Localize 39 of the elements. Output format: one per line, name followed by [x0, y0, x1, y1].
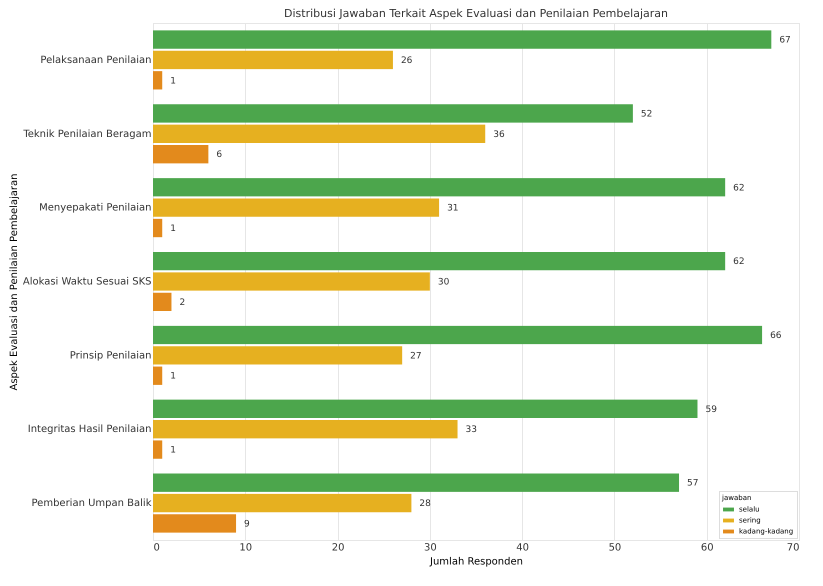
- data-label: 1: [170, 372, 176, 382]
- x-tick-label: 10: [239, 542, 252, 554]
- chart-title: Distribusi Jawaban Terkait Aspek Evaluasi dan Penilaian Pembelajaran: [284, 7, 668, 20]
- y-tick-label: Menyepakati Penilaian: [39, 202, 152, 214]
- y-tick-label: Alokasi Waktu Sesuai SKS: [22, 276, 152, 288]
- data-label: 26: [400, 56, 413, 66]
- data-label: 27: [410, 351, 422, 362]
- data-label: 28: [419, 499, 432, 510]
- data-label: 52: [640, 109, 652, 120]
- data-label: 33: [466, 425, 477, 436]
- x-tick-label: 30: [424, 542, 437, 554]
- data-label: 59: [705, 404, 718, 415]
- y-axis-title: Aspek Evaluasi dan Penilaian Pembelajaran: [8, 173, 20, 391]
- data-label: 31: [447, 204, 459, 214]
- y-tick-label: Pemberian Umpan Balik: [32, 498, 152, 510]
- data-label: 66: [770, 330, 782, 341]
- x-tick-label: 0: [154, 542, 160, 554]
- data-label: 1: [170, 76, 176, 86]
- x-tick-label: 20: [332, 542, 344, 554]
- y-tick-label: Integritas Hasil Penilaian: [28, 424, 152, 436]
- data-label: 67: [779, 36, 791, 46]
- data-label: 36: [493, 130, 505, 140]
- data-label: 62: [733, 183, 745, 194]
- x-tick-label: 50: [608, 542, 622, 554]
- data-label: 9: [244, 519, 250, 530]
- data-label: 57: [687, 478, 698, 489]
- x-axis-title: Jumlah Responden: [429, 556, 523, 568]
- x-tick-label: 60: [700, 542, 714, 554]
- x-tick-label: 70: [786, 542, 800, 554]
- y-tick-label: Prinsip Penilaian: [70, 350, 152, 362]
- data-label: 62: [733, 257, 745, 268]
- data-label: 6: [216, 150, 222, 160]
- x-tick-label: 40: [516, 542, 530, 554]
- data-label: 1: [170, 446, 176, 456]
- y-tick-label: Pelaksanaan Penilaian: [40, 54, 152, 66]
- data-label: 30: [438, 278, 450, 288]
- data-label: 1: [170, 224, 176, 234]
- data-label: 2: [179, 298, 186, 308]
- y-tick-label: Teknik Penilaian Beragam: [22, 128, 152, 140]
